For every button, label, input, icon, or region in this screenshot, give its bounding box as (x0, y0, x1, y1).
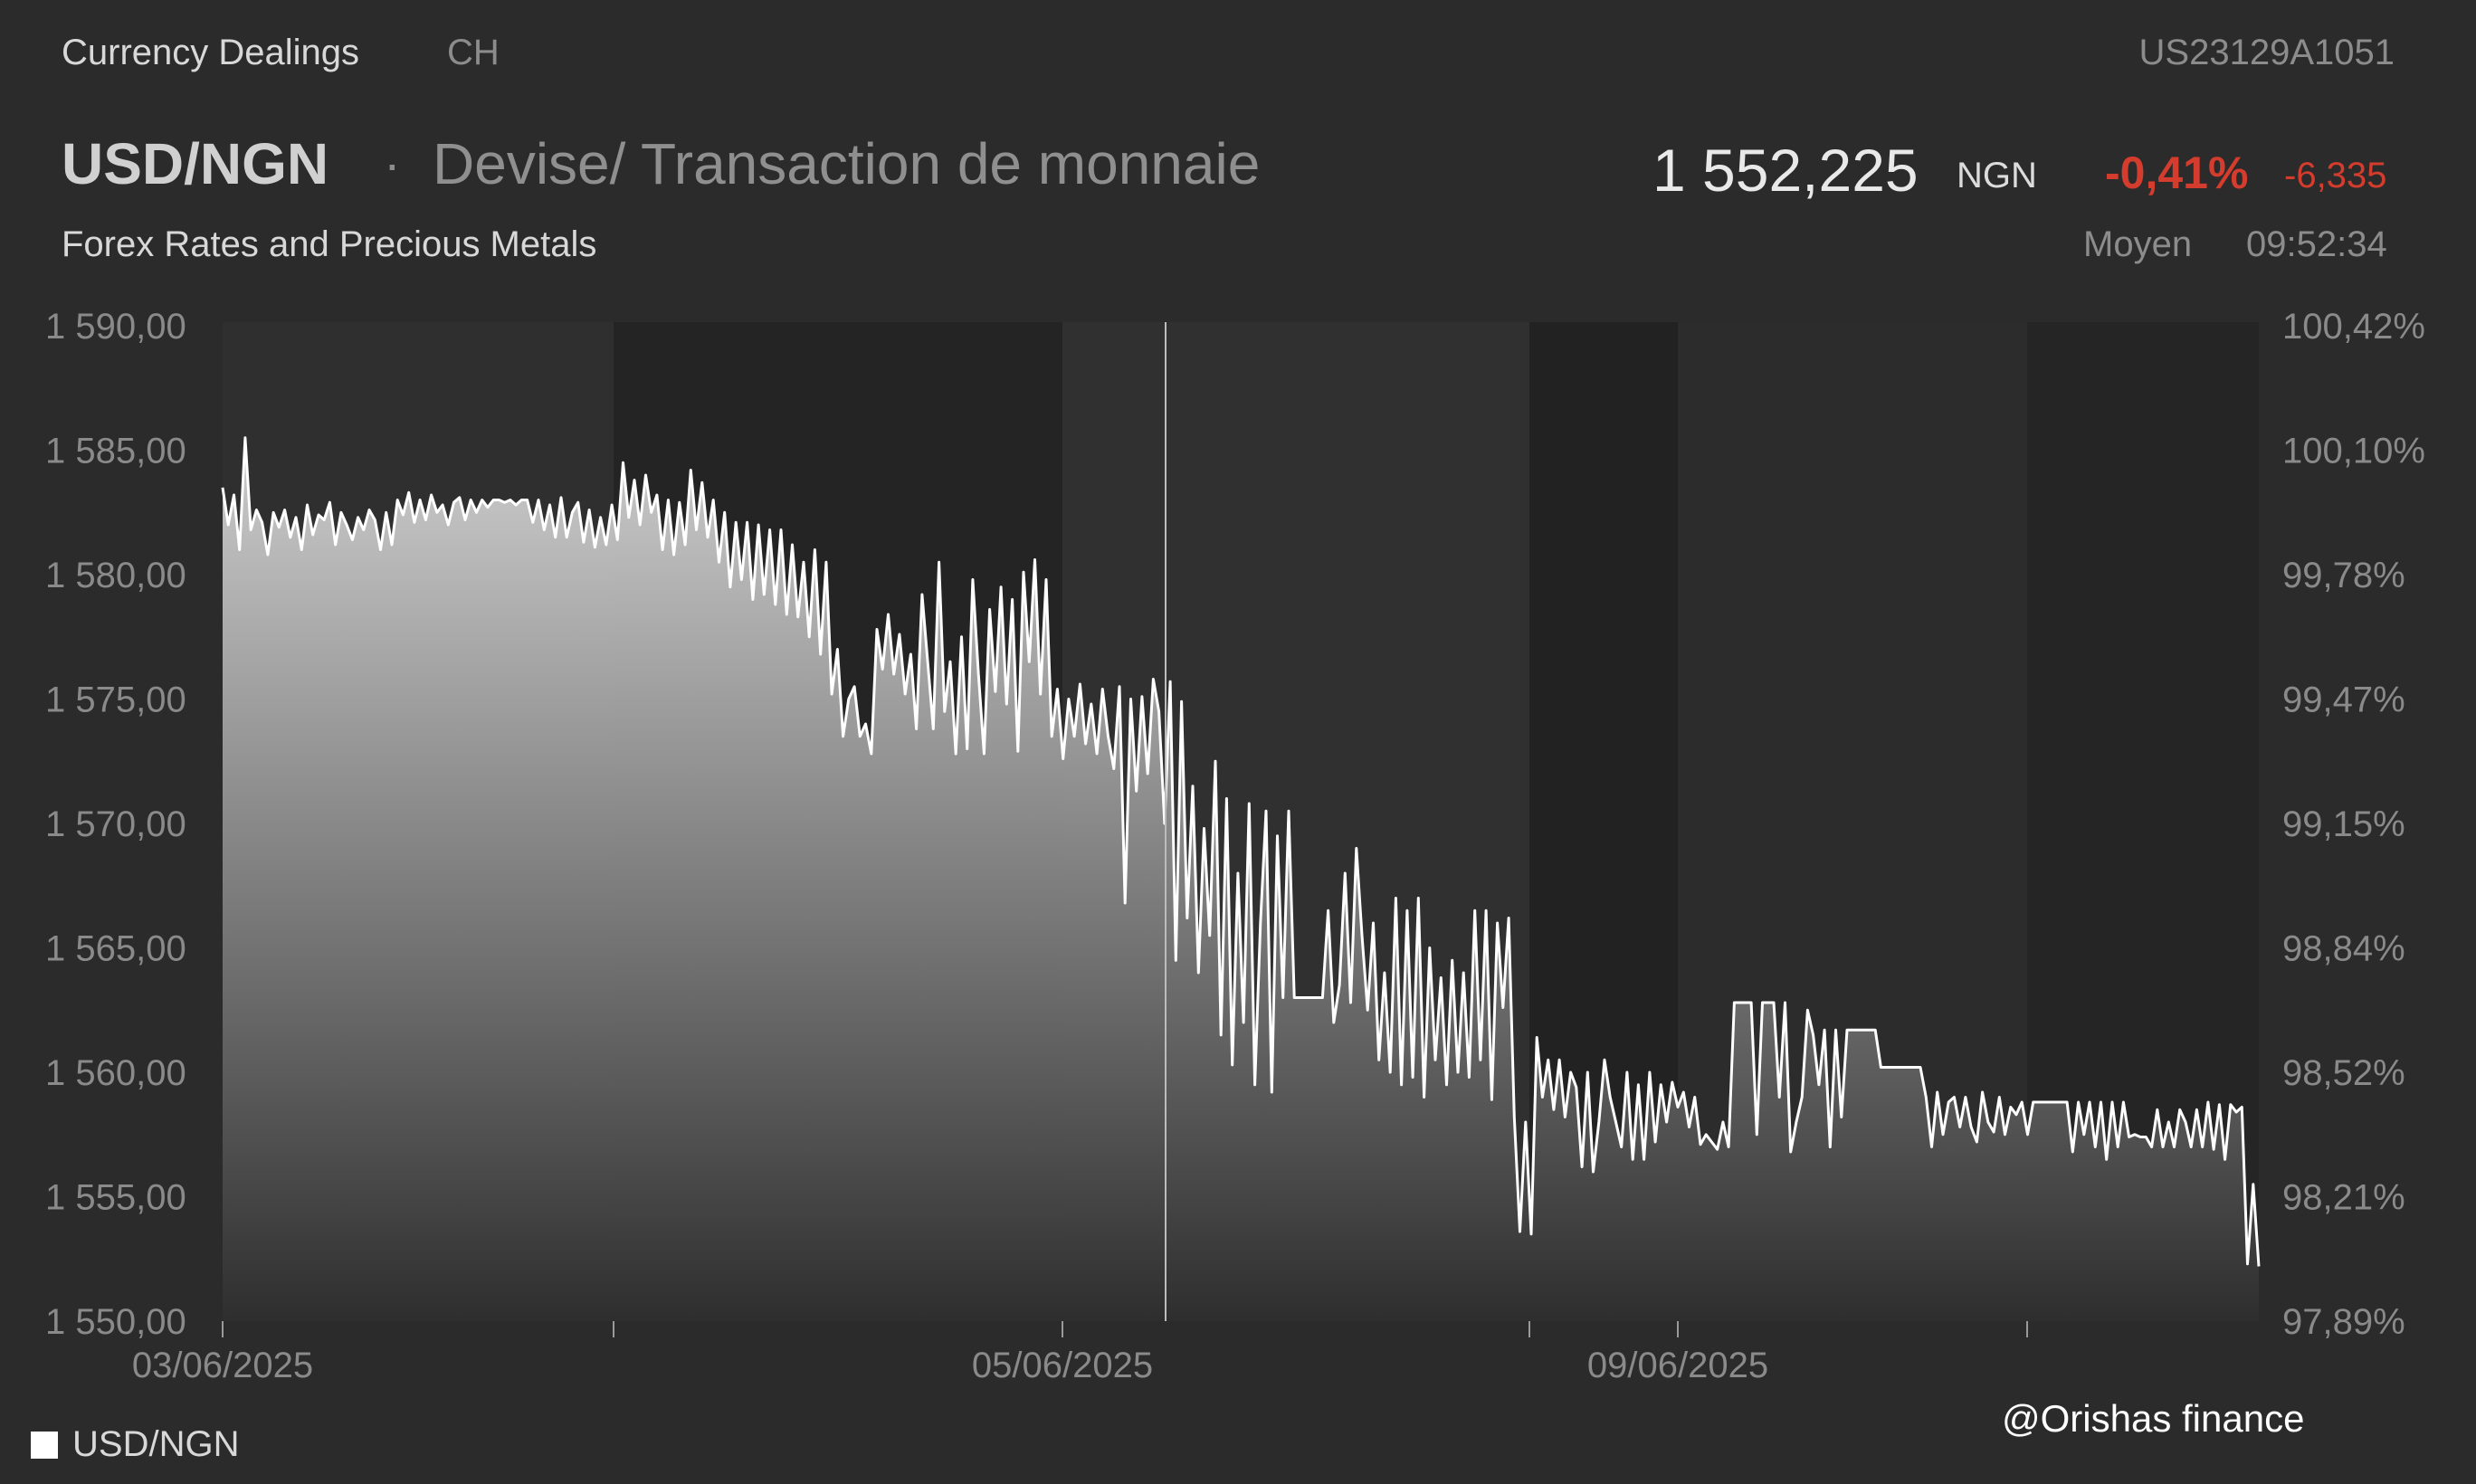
title-separator: · (384, 135, 401, 192)
price-type: Moyen (2083, 224, 2193, 264)
y2-tick-label: 98,84% (2282, 929, 2405, 969)
quote-time: 09:52:34 (2246, 224, 2387, 264)
y-tick-label: 1 580,00 (45, 556, 186, 595)
y2-tick-label: 100,42% (2282, 307, 2425, 347)
y-tick-label: 1 585,00 (45, 432, 186, 471)
y2-tick-label: 99,15% (2282, 804, 2405, 844)
y-tick-label: 1 590,00 (45, 307, 186, 347)
change-absolute: -6,335 (2284, 156, 2387, 195)
instrument-description: Devise/ Transaction de monnaie (433, 131, 1261, 196)
y2-tick-label: 99,78% (2282, 556, 2405, 595)
y-tick-label: 1 565,00 (45, 929, 186, 969)
exchange-label: CH (447, 33, 500, 72)
y-tick-label: 1 550,00 (45, 1302, 186, 1342)
x-tick-label: 03/06/2025 (132, 1346, 313, 1385)
legend-swatch (31, 1432, 58, 1459)
y-tick-label: 1 570,00 (45, 804, 186, 844)
y2-tick-label: 100,10% (2282, 432, 2425, 471)
price-currency: NGN (1957, 156, 2037, 195)
y2-tick-label: 99,47% (2282, 680, 2405, 720)
pair-title: USD/NGN (62, 131, 329, 196)
change-percent: -0,41% (2105, 147, 2249, 198)
x-axis: 03/06/2025 05/06/2025 09/06/2025 (132, 1321, 2028, 1385)
y-tick-label: 1 555,00 (45, 1178, 186, 1218)
y-axis-right: 100,42% 100,10% 99,78% 99,47% 99,15% 98,84% 98… (2282, 307, 2425, 1342)
price-area (223, 437, 2259, 1321)
y-tick-label: 1 575,00 (45, 680, 186, 720)
isin-label: US23129A1051 (2138, 33, 2395, 72)
category-label: Currency Dealings (62, 33, 360, 72)
x-tick-label: 05/06/2025 (972, 1346, 1153, 1385)
last-price: 1 552,225 (1652, 137, 1919, 204)
y2-tick-label: 98,21% (2282, 1178, 2405, 1218)
subtitle: Forex Rates and Precious Metals (62, 224, 597, 264)
price-line (221, 436, 2261, 1267)
watermark-text: @Orishas finance (2002, 1397, 2305, 1440)
y2-tick-label: 98,52% (2282, 1053, 2405, 1093)
legend-label: USD/NGN (72, 1424, 240, 1464)
y2-tick-label: 97,89% (2282, 1302, 2405, 1342)
y-axis-left: 1 590,00 1 585,00 1 580,00 1 575,00 1 570,00… (45, 307, 186, 1342)
y-tick-label: 1 560,00 (45, 1053, 186, 1093)
x-tick-label: 09/06/2025 (1587, 1346, 1768, 1385)
